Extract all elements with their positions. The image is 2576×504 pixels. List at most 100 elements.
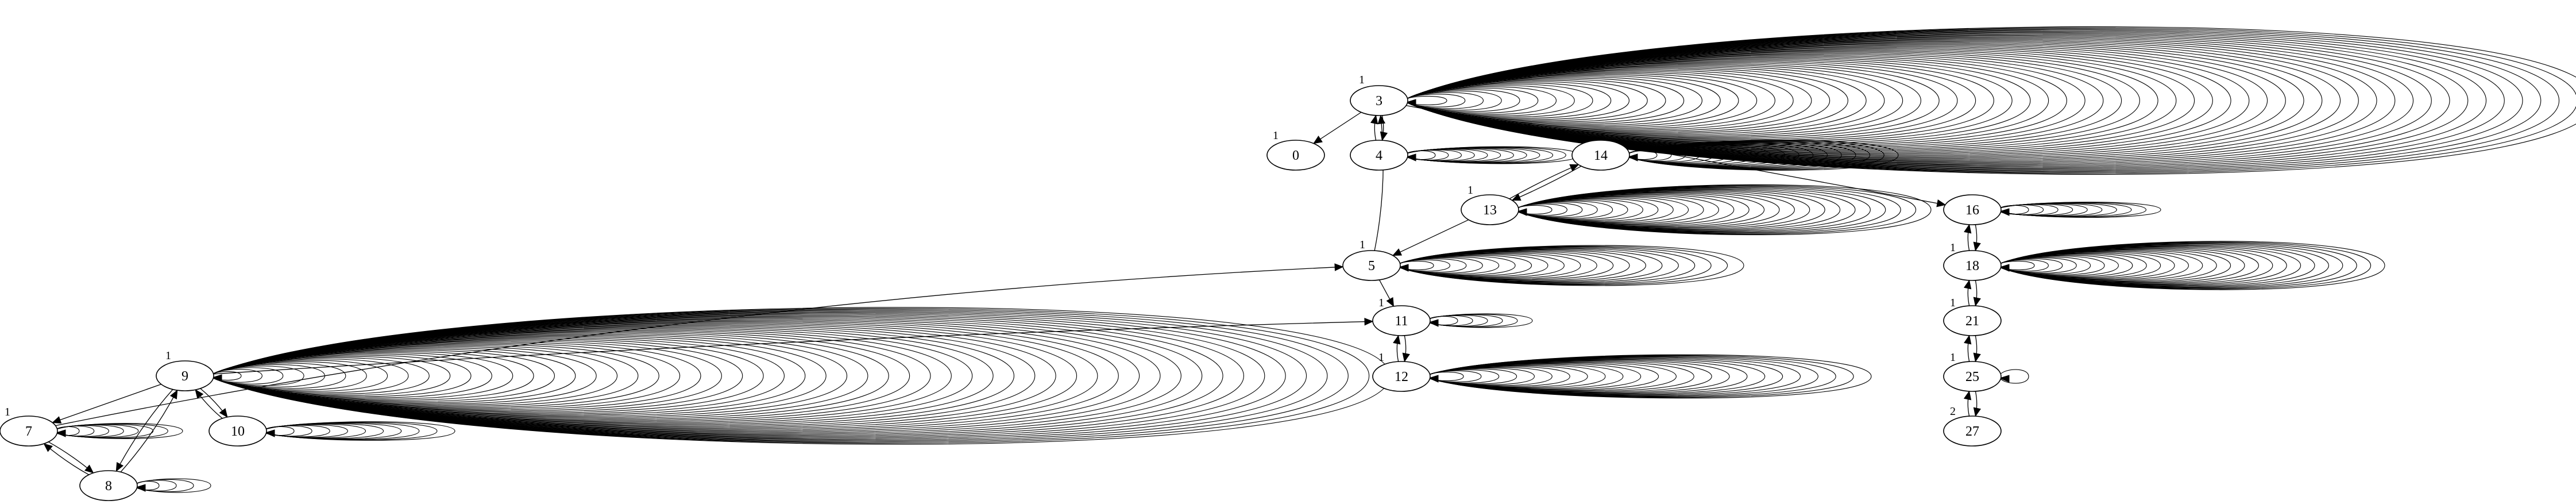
self-loop-9 xyxy=(212,315,1223,437)
self-loop-9 xyxy=(212,328,952,424)
self-loop-14 xyxy=(1628,140,1899,171)
self-loop-9 xyxy=(212,322,1077,430)
self-loop-3 xyxy=(1406,82,1612,119)
node-7[interactable]: 7 xyxy=(0,415,58,447)
self-loop-3 xyxy=(1406,67,1848,134)
self-loops-node-8 xyxy=(135,478,211,493)
node-13-ellipse xyxy=(1461,194,1519,225)
self-loops-node-25 xyxy=(1999,369,2029,384)
node-3[interactable]: 3 xyxy=(1350,85,1408,116)
node-8[interactable]: 8 xyxy=(79,470,138,501)
self-loop-3 xyxy=(1406,86,1557,115)
self-loop-3 xyxy=(1406,27,2576,174)
self-loop-3 xyxy=(1406,79,1666,122)
self-loop-9 xyxy=(212,319,1140,433)
self-loop-3 xyxy=(1406,36,2414,166)
self-loop-arrowhead-11 xyxy=(1428,319,1439,327)
self-loop-9 xyxy=(212,335,827,417)
self-loop-3 xyxy=(1406,66,1867,135)
node-10[interactable]: 10 xyxy=(208,415,267,447)
node-18[interactable]: 18 xyxy=(1943,250,2002,281)
self-loop-13 xyxy=(1517,197,1674,222)
self-loop-13 xyxy=(1517,194,1719,225)
self-loop-5 xyxy=(1399,254,1548,277)
self-loop-12 xyxy=(1428,359,1730,394)
self-loop-8 xyxy=(136,478,211,493)
self-loop-3 xyxy=(1406,47,2195,154)
arrowhead-27-25 xyxy=(1963,390,1972,401)
node-16-ellipse xyxy=(1943,194,2002,225)
self-loop-3 xyxy=(1406,51,2122,150)
edge-label-l5: 1 xyxy=(1360,238,1365,251)
edge-14-13 xyxy=(1512,166,1582,201)
self-loop-13 xyxy=(1517,199,1628,220)
self-loop-arrowhead-8 xyxy=(135,484,146,492)
self-loop-18 xyxy=(1999,245,2287,286)
self-loop-5 xyxy=(1399,245,1728,286)
edge-3-16 xyxy=(1406,105,1945,205)
self-loop-13 xyxy=(1517,188,1841,231)
arrowhead-9-11 xyxy=(1364,317,1374,326)
self-loop-18 xyxy=(1999,242,2357,289)
edges xyxy=(43,105,1982,475)
self-loop-3 xyxy=(1406,72,1775,129)
self-loop-3 xyxy=(1406,49,2158,152)
node-4-ellipse xyxy=(1350,140,1408,171)
self-loop-12 xyxy=(1428,354,1872,399)
self-loops-node-13 xyxy=(1516,184,1932,236)
self-loop-3 xyxy=(1406,29,2542,172)
node-5-ellipse xyxy=(1342,250,1401,281)
arrowhead-9-7 xyxy=(52,416,62,424)
node-27-label: 27 xyxy=(1965,424,1979,439)
edge-13-5 xyxy=(1392,219,1469,256)
self-loop-9 xyxy=(212,316,1203,436)
self-loop-18 xyxy=(1999,251,2189,280)
node-14-ellipse xyxy=(1571,140,1630,171)
node-9[interactable]: 9 xyxy=(156,360,214,391)
self-loop-13 xyxy=(1517,199,1643,221)
arrowhead-11-12 xyxy=(1402,352,1410,363)
arrowhead-9-10 xyxy=(219,408,228,418)
self-loop-13 xyxy=(1517,203,1567,216)
self-loop-3 xyxy=(1406,40,2323,161)
self-loops-node-5 xyxy=(1398,245,1744,286)
node-12[interactable]: 12 xyxy=(1372,361,1431,392)
self-loop-13 xyxy=(1517,185,1917,234)
self-loop-9 xyxy=(212,345,639,407)
node-11[interactable]: 11 xyxy=(1372,305,1431,336)
arrowhead-16-18 xyxy=(1973,241,1981,252)
edge-7-5 xyxy=(55,266,1343,426)
node-14[interactable]: 14 xyxy=(1571,140,1630,171)
self-loop-3 xyxy=(1406,60,1976,141)
self-loops-node-10 xyxy=(264,421,455,441)
node-16[interactable]: 16 xyxy=(1943,194,2002,225)
arrowhead-21-25 xyxy=(1973,352,1981,363)
self-loop-9 xyxy=(212,323,1056,429)
node-3-ellipse xyxy=(1350,85,1408,116)
node-13[interactable]: 13 xyxy=(1461,194,1519,225)
node-0-label: 0 xyxy=(1292,148,1299,163)
self-loop-3 xyxy=(1406,71,1794,130)
self-loop-3 xyxy=(1406,45,2231,156)
node-5[interactable]: 5 xyxy=(1342,250,1401,281)
node-0[interactable]: 0 xyxy=(1266,140,1325,171)
node-21[interactable]: 21 xyxy=(1943,305,2002,336)
self-loop-9 xyxy=(212,353,492,398)
self-loop-13 xyxy=(1517,187,1871,233)
self-loop-5 xyxy=(1399,258,1467,273)
self-loop-18 xyxy=(1999,259,2049,272)
arrowhead-3-16 xyxy=(1936,199,1947,207)
node-27[interactable]: 27 xyxy=(1943,415,2002,447)
node-7-ellipse xyxy=(0,415,58,447)
edge-9-8 xyxy=(115,389,173,472)
self-loop-9 xyxy=(212,349,555,402)
self-loop-9 xyxy=(212,338,764,414)
edge-label-l9: 1 xyxy=(165,349,171,362)
self-loop-3 xyxy=(1406,28,2560,173)
node-21-label: 21 xyxy=(1965,314,1979,329)
node-25[interactable]: 25 xyxy=(1943,361,2002,392)
self-loop-18 xyxy=(1999,254,2133,277)
node-3-label: 3 xyxy=(1376,94,1382,109)
edge-9-7 xyxy=(52,383,161,424)
node-4[interactable]: 4 xyxy=(1350,140,1408,171)
